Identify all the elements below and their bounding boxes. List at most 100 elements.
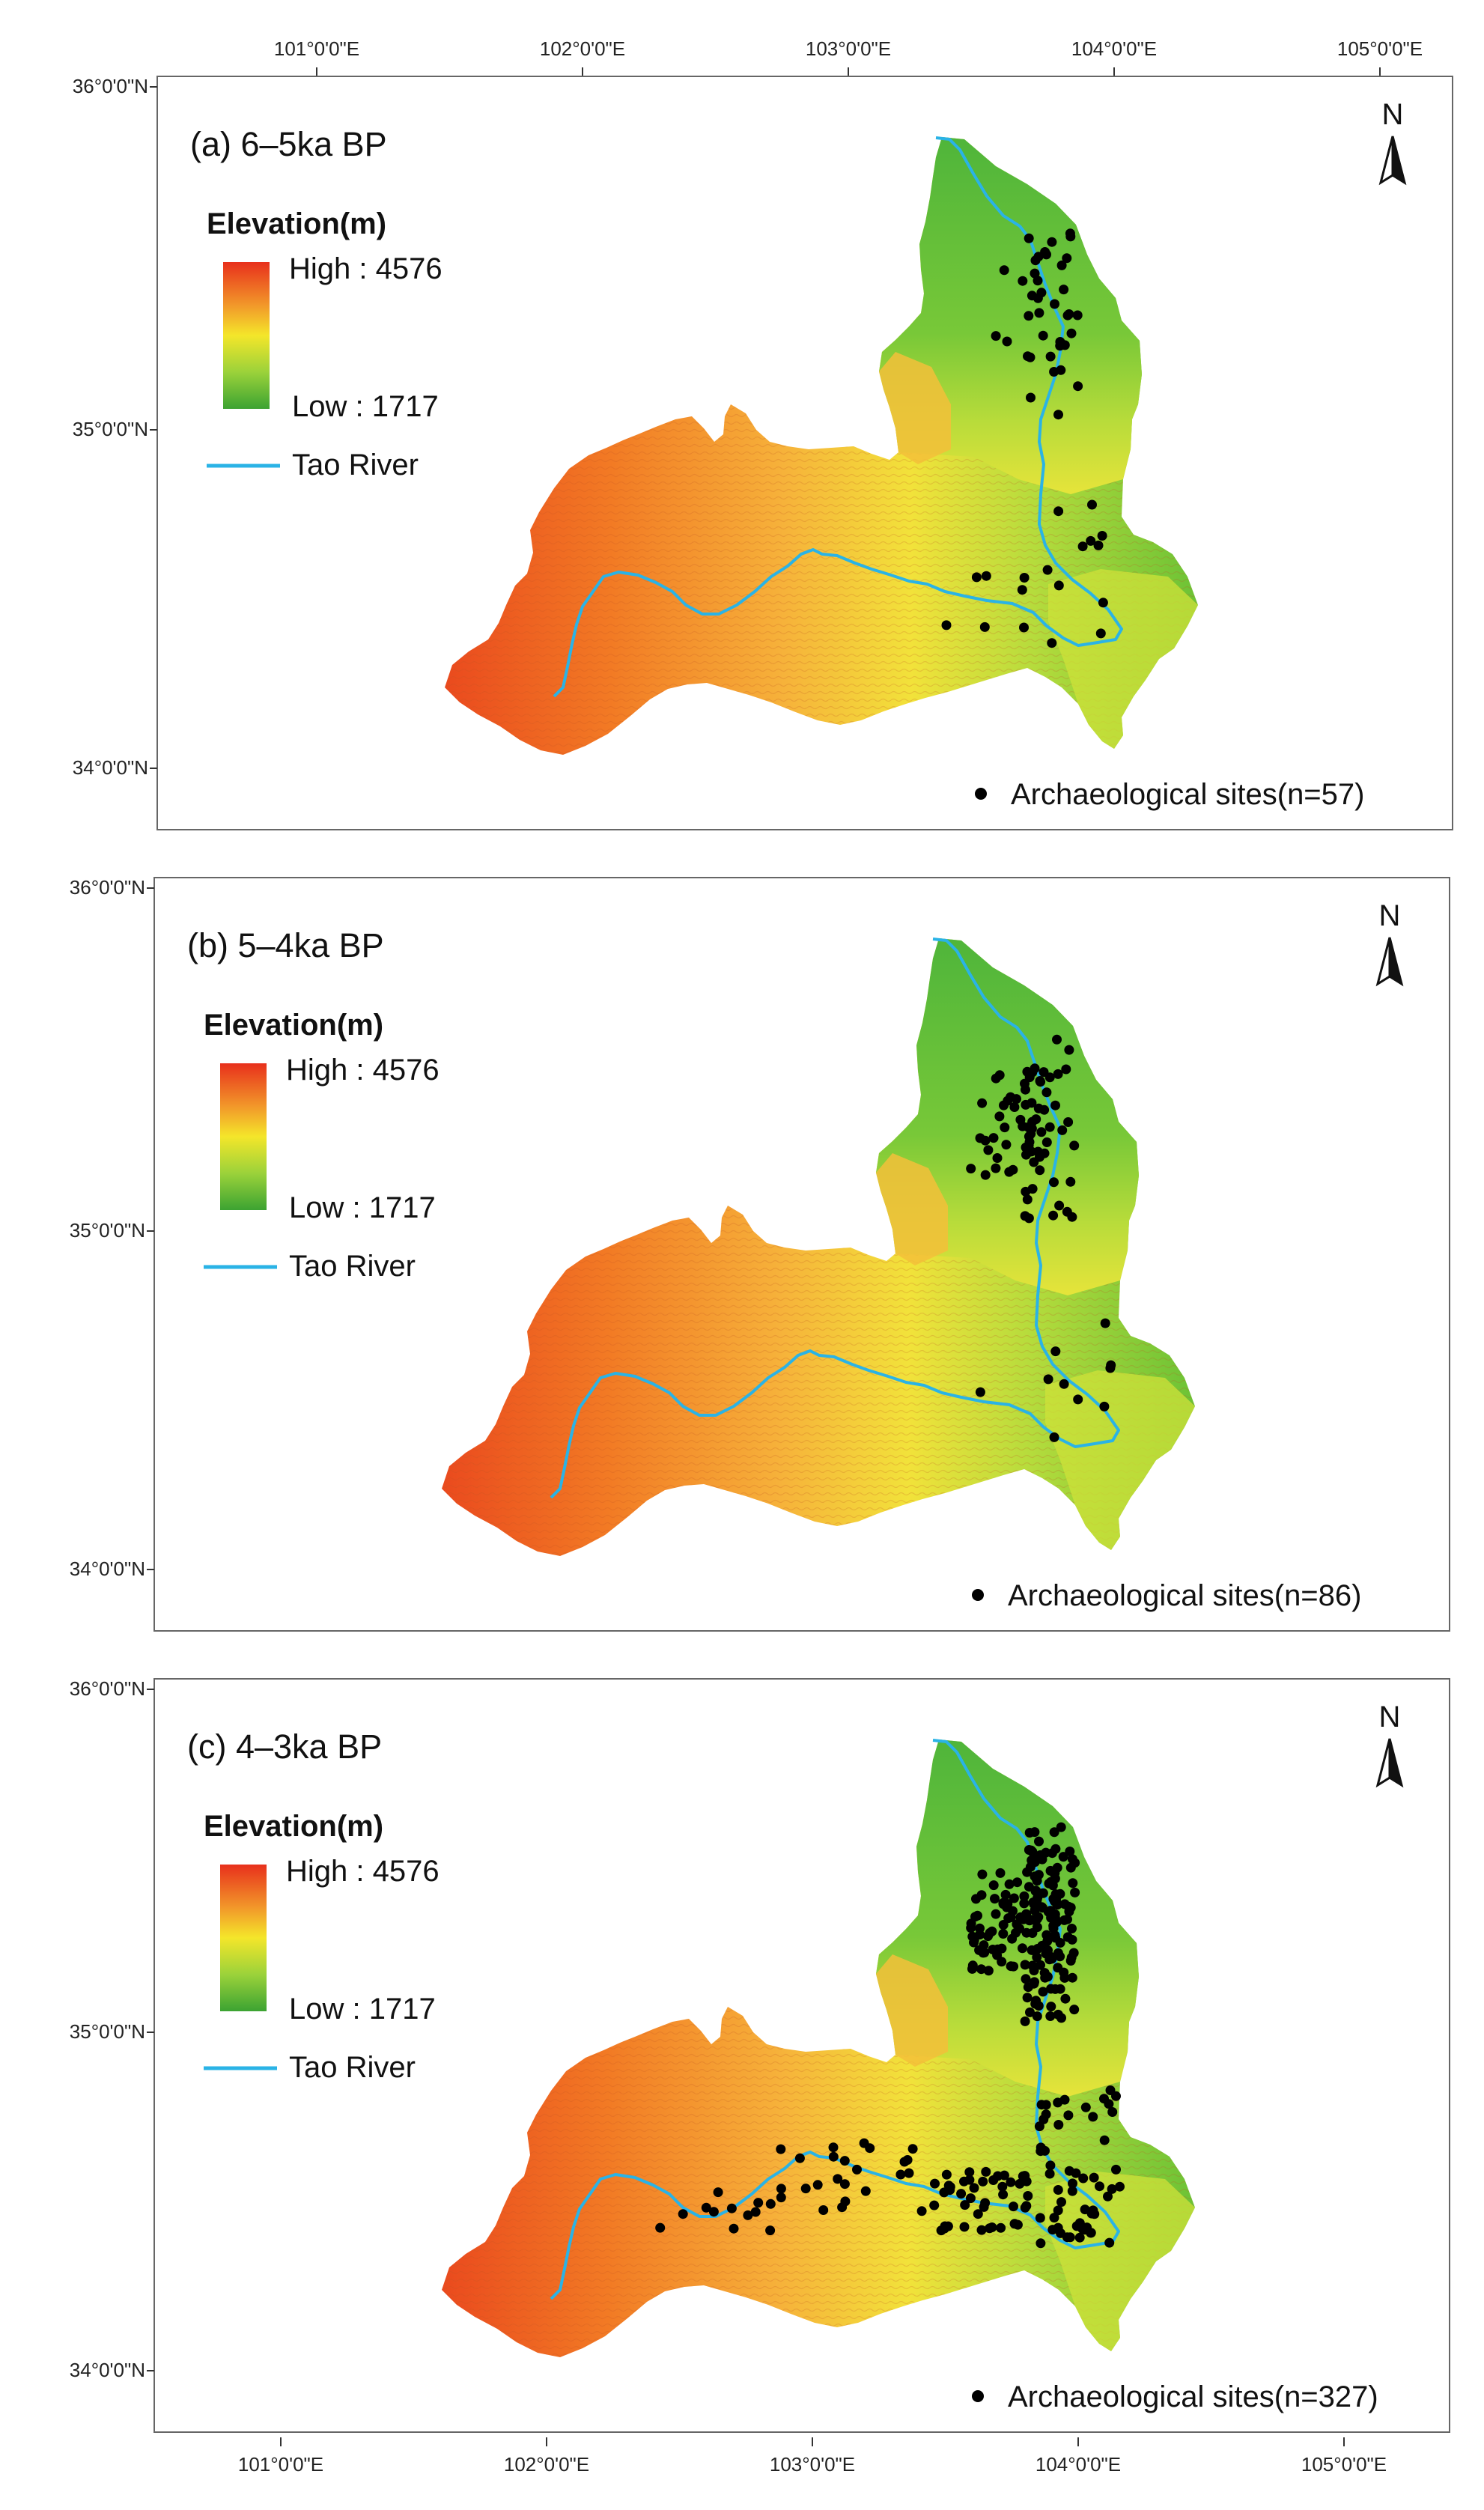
archaeological-site [1072,310,1083,320]
archaeological-site [839,2179,850,2190]
legend-river: Tao River [292,449,419,481]
archaeological-site [978,2176,988,2187]
sites-label: Archaeological sites(n=327) [1008,2380,1378,2413]
archaeological-site [1012,2219,1023,2230]
archaeological-site [985,2223,995,2234]
archaeological-site [1022,1993,1033,2003]
archaeological-site [1115,2181,1125,2192]
archaeological-site [1044,1122,1055,1132]
archaeological-site [1073,381,1083,392]
archaeological-site [1059,1915,1069,1925]
archaeological-site [1104,2237,1115,2248]
archaeological-site [981,2166,991,2177]
archaeological-site [1027,1184,1038,1194]
archaeological-site [1089,2172,1099,2183]
archaeological-site [1093,540,1104,550]
archaeological-site [1049,367,1059,377]
archaeological-site [1086,2228,1096,2238]
archaeological-site [1041,2109,1051,2120]
archaeological-site [980,1135,991,1146]
archaeological-site [794,2153,805,2163]
archaeological-site [1036,1127,1047,1137]
archaeological-site [964,2175,975,2185]
archaeological-site [1058,1852,1068,1862]
archaeological-site [828,2151,839,2162]
archaeological-site [1029,1966,1039,1975]
archaeological-site [818,2205,829,2215]
archaeological-site [965,2193,976,2204]
archaeological-site [1020,2016,1030,2026]
archaeological-site [1088,2112,1098,2122]
left-axis-label: 34°0'0"N [73,756,148,779]
sites-label: Archaeological sites(n=86) [1008,1579,1361,1612]
archaeological-site [1042,565,1053,575]
archaeological-site [1103,2191,1113,2201]
archaeological-site [1009,1961,1019,1972]
archaeological-site [1049,1827,1059,1838]
archaeological-site [743,2210,753,2220]
archaeological-site [1056,1822,1066,1832]
archaeological-site [929,2200,940,2210]
archaeological-site [998,2190,1009,2200]
archaeological-site [991,331,1001,341]
archaeological-site [1086,535,1096,546]
left-axis-label: 35°0'0"N [73,418,148,440]
archaeological-site [1069,1140,1080,1151]
site-points [966,1034,1116,1442]
legend-low: Low : 1717 [289,1993,436,2026]
bottom-axis-ticks [280,2437,1345,2446]
archaeological-site [1009,1893,1019,1903]
archaeological-site [1054,1200,1065,1211]
north-arrow: N [1376,899,1403,985]
site-marker-icon [972,1589,984,1601]
archaeological-site [1067,1924,1077,1933]
archaeological-site [1056,260,1067,270]
archaeological-site [776,2193,786,2203]
archaeological-site [998,1920,1009,1930]
archaeological-site [1000,1122,1010,1133]
legend-river: Tao River [289,2051,416,2084]
archaeological-site [713,2187,723,2198]
legend: Elevation(m) High : 4576 Low : 1717 Tao … [204,1009,440,1283]
archaeological-site [936,2225,946,2236]
archaeological-site [1107,2184,1117,2194]
archaeological-site [907,2144,918,2154]
archaeological-site [1044,1072,1055,1083]
panel-b: 36°0'0"N 35°0'0"N 34°0'0"N (b) 5–4ka BP … [70,876,1450,1632]
archaeological-site [1033,276,1043,286]
archaeological-site [1050,299,1059,309]
archaeological-site [979,2201,989,2212]
archaeological-site [1025,2007,1035,2017]
site-marker-icon [975,788,987,800]
archaeological-site [1046,2002,1056,2012]
archaeological-site [1030,1063,1040,1074]
archaeological-site [1053,1963,1063,1973]
archaeological-site [1030,1827,1040,1838]
archaeological-site [1036,1960,1045,1970]
elevation-dem [442,938,1195,1556]
bottom-axis-label: 103°0'0"E [770,2453,855,2476]
archaeological-site [1008,1906,1018,1916]
archaeological-site [1041,249,1051,260]
archaeological-site [1062,253,1072,264]
archaeological-site [1032,1952,1042,1963]
archaeological-site [1062,1206,1072,1217]
archaeological-site [1001,1140,1012,1150]
archaeological-site [1009,1102,1020,1112]
archaeological-site [1045,2160,1056,2171]
archaeological-site [1097,531,1107,541]
archaeological-site [750,2207,761,2217]
sites-legend: Archaeological sites(n=327) [972,2380,1378,2413]
archaeological-site [1027,291,1037,301]
left-axis-label: 35°0'0"N [70,1219,145,1242]
legend-high: High : 4576 [286,1054,440,1087]
archaeological-site [812,2180,823,2190]
archaeological-site [1036,2146,1046,2157]
archaeological-site [1068,2178,1077,2189]
archaeological-site [1020,2202,1030,2213]
archaeological-site [959,2222,970,2232]
archaeological-site [837,2202,848,2213]
archaeological-site [860,2186,871,2196]
legend-river: Tao River [289,1250,416,1283]
archaeological-site [941,2169,952,2180]
